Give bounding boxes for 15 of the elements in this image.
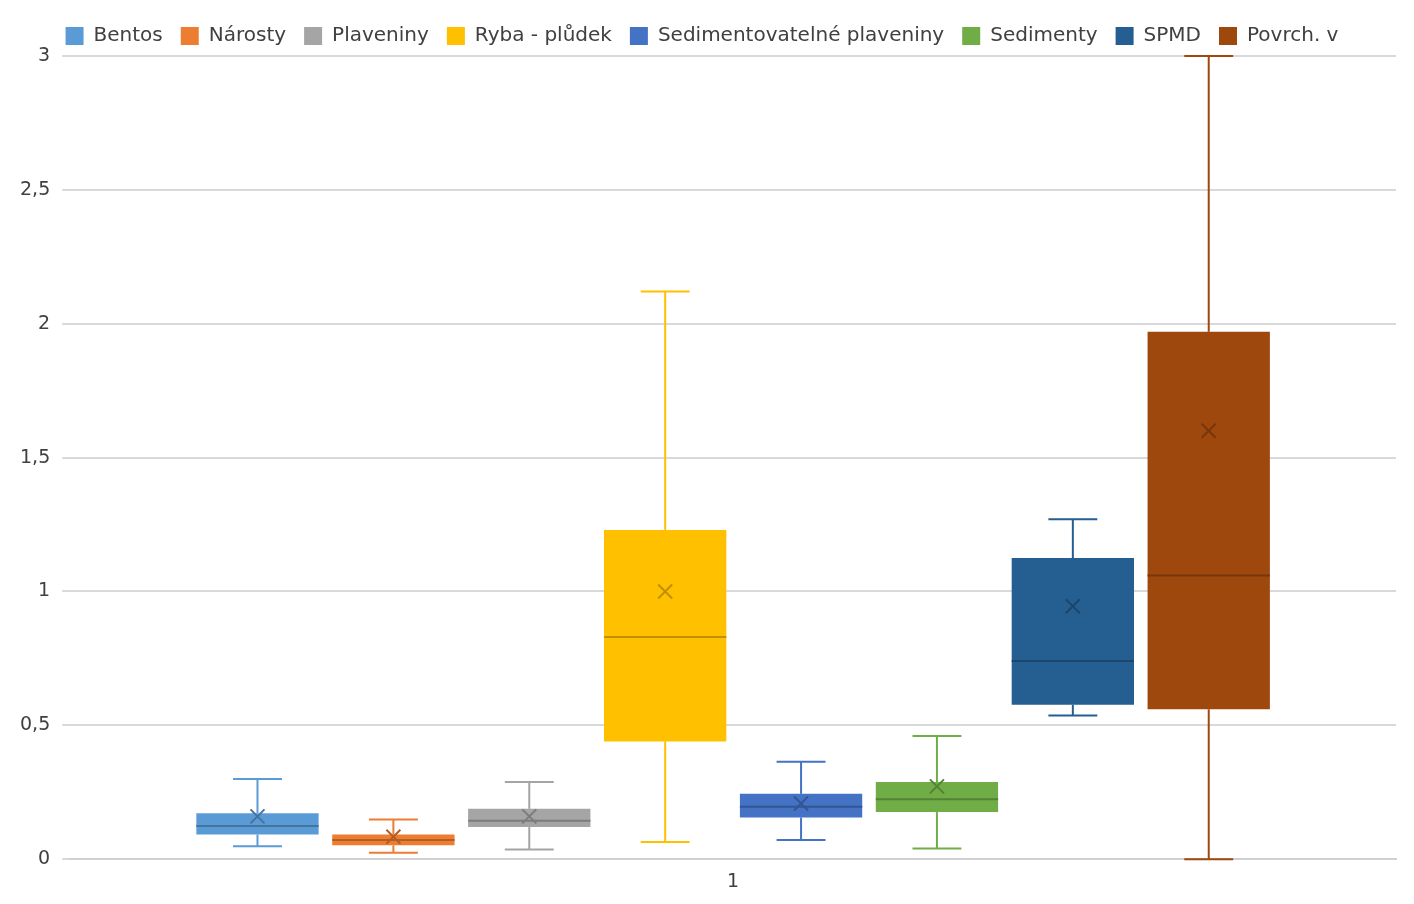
legend-label: Nárosty <box>208 22 287 47</box>
legend-label: Plaveniny <box>332 22 430 47</box>
y-tick-label: 1,5 <box>20 444 51 467</box>
y-tick-label: 2 <box>38 310 51 333</box>
legend-label: SPMD <box>1143 22 1202 47</box>
legend-label: Ryba - plůdek <box>474 22 613 47</box>
y-tick-label: 0,5 <box>20 712 51 735</box>
y-tick-label: 1 <box>38 578 51 601</box>
y-tick-label: 3 <box>38 42 51 65</box>
y-tick-label: 0 <box>38 846 51 869</box>
legend-label: Sedimentovatelné plaveniny <box>657 22 945 47</box>
y-tick-label: 2,5 <box>20 176 51 199</box>
legend-label: Povrch. v <box>1247 22 1339 47</box>
legend-label: Sedimenty <box>990 22 1098 47</box>
legend-label: Bentos <box>93 22 163 47</box>
